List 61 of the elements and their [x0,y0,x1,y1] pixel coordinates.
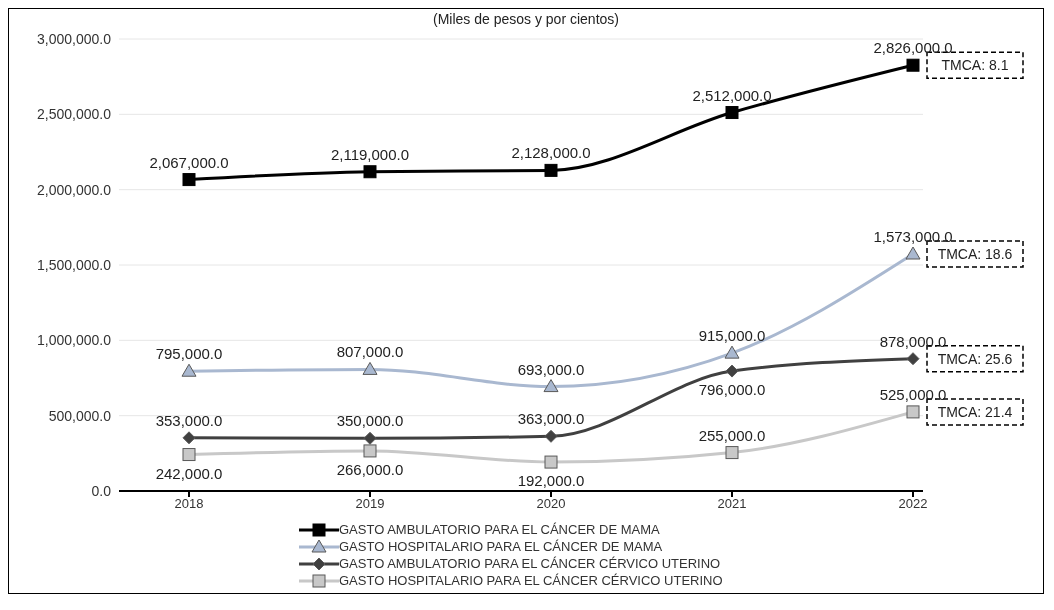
point [363,444,377,458]
x-tick-label: 2021 [717,496,747,512]
data-label: 2,128,000.0 [511,144,591,162]
point [543,379,559,393]
y-tick-label: 0.0 [91,482,112,499]
data-label: 2,512,000.0 [692,86,772,104]
annotation: TMCA: 21.4 [937,403,1013,420]
legend-label: GASTO AMBULATORIO PARA EL CÁNCER DE MAMA [339,522,660,537]
point [906,58,920,72]
y-tick-label: 2,500,000.0 [37,106,112,123]
x-tick-label: 2019 [355,496,385,512]
point [363,165,377,179]
point [544,163,558,177]
annotation: TMCA: 25.6 [937,350,1013,367]
data-label: 363,000.0 [517,410,585,428]
data-label: 353,000.0 [155,411,223,429]
point [906,405,920,419]
data-label: 266,000.0 [336,460,404,478]
y-tick-label: 3,000,000.0 [37,30,112,47]
data-label: 795,000.0 [155,345,223,363]
point [182,173,196,187]
point [362,361,378,375]
chart-subtitle: (Miles de pesos y por cientos) [432,10,620,29]
point [363,431,377,445]
point [725,446,739,460]
data-label: 878,000.0 [879,332,947,350]
point [725,106,739,120]
y-tick-label: 500,000.0 [48,407,112,424]
data-label: 192,000.0 [517,472,585,490]
point [544,429,558,443]
point [905,246,921,260]
point [181,363,197,377]
x-tick-label: 2022 [898,496,928,512]
legend-label: GASTO AMBULATORIO PARA EL CÁNCER CÉRVICO UTERINO [339,556,721,571]
y-tick-label: 1,000,000.0 [37,332,112,349]
y-tick-label: 1,500,000.0 [37,256,112,273]
point [544,455,558,469]
point [725,364,739,378]
data-label: 796,000.0 [698,381,766,399]
data-label: 350,000.0 [336,412,404,430]
point [906,352,920,366]
point [724,345,740,359]
x-tick-label: 2020 [536,496,566,512]
legend-label: GASTO HOSPITALARIO PARA EL CÁNCER CÉRVICO UTERINO [339,573,723,588]
legend-label: GASTO HOSPITALARIO PARA EL CÁNCER DE MAMA [339,539,663,554]
x-tick-label: 2018 [174,496,204,512]
annotation: TMCA: 18.6 [937,246,1013,262]
data-label: 1,573,000.0 [873,228,953,245]
data-label: 255,000.0 [698,426,766,444]
data-label: 693,000.0 [517,360,585,378]
y-tick-label: 2,000,000.0 [37,181,112,198]
data-label: 915,000.0 [698,327,766,345]
data-label: 2,067,000.0 [149,153,229,171]
point [182,431,196,445]
point [182,448,196,462]
data-label: 2,119,000.0 [330,145,410,163]
data-label: 242,000.0 [155,464,223,482]
data-label: 525,000.0 [879,385,947,403]
annotation: TMCA: 8.1 [941,57,1009,74]
data-label: 807,000.0 [336,343,404,361]
data-label: 2,826,000.0 [873,39,953,57]
